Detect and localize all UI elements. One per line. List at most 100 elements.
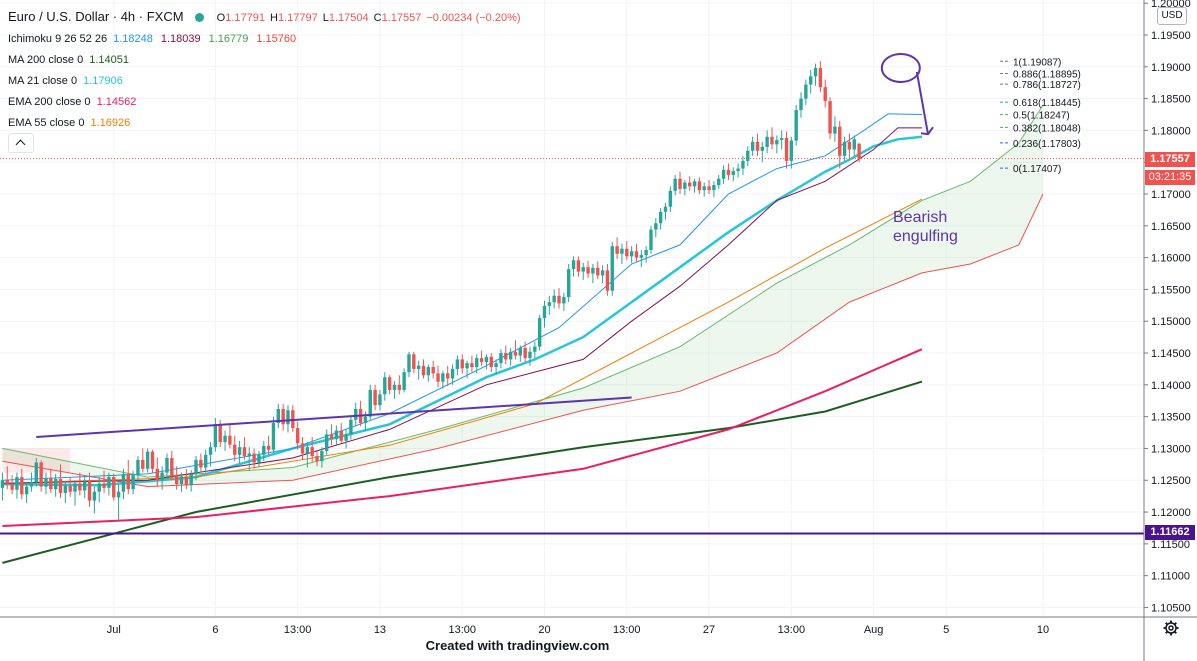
indicator-label: EMA 200 close 0 <box>8 96 91 108</box>
candle-body <box>295 428 300 444</box>
fib-level-label: 0.618(1.18445) <box>1013 98 1081 109</box>
candle-body <box>276 409 280 423</box>
candle-body <box>678 178 682 189</box>
hline-price-label: 1.11662 <box>1145 525 1195 540</box>
x-tick-label: 13:00 <box>284 624 312 636</box>
indicator-row[interactable]: EMA 200 close 0 1.14562 <box>8 92 526 113</box>
indicator-value: 1.14562 <box>96 96 137 108</box>
y-tick-label: 1.16000 <box>1151 253 1191 265</box>
candle-body <box>373 389 377 406</box>
x-tick-label: 13:00 <box>448 624 476 636</box>
candle-body <box>707 186 711 191</box>
candle-body <box>436 373 440 382</box>
ohlc-l: L1.17504 <box>322 12 369 24</box>
candle-body <box>237 447 242 455</box>
candle-body <box>658 211 663 224</box>
candle-body <box>334 430 339 439</box>
candle-body <box>789 140 794 161</box>
indicator-value: 1.18248 <box>113 33 153 45</box>
candle-body <box>416 365 421 369</box>
candle-body <box>591 267 595 274</box>
candle-body <box>600 270 605 276</box>
highlight-ellipse <box>880 52 921 83</box>
trendline <box>36 396 632 438</box>
indicator-label: MA 21 close 0 <box>8 75 78 87</box>
indicator-value: 1.15760 <box>256 33 297 45</box>
candle-body <box>174 475 179 485</box>
y-tick-label: 1.11000 <box>1151 571 1190 583</box>
gear-icon[interactable] <box>1163 620 1179 636</box>
candle-body <box>668 190 673 207</box>
candle-body <box>499 353 503 364</box>
y-tick-label: 1.19500 <box>1151 30 1191 42</box>
x-tick-label: 10 <box>1037 624 1049 636</box>
candle-body <box>383 377 387 395</box>
candle-body <box>58 478 63 493</box>
candle-body <box>126 473 130 490</box>
candle-body <box>673 178 677 191</box>
collapse-legend-button[interactable] <box>8 133 34 153</box>
candle-body <box>189 473 193 486</box>
candle-body <box>629 251 634 257</box>
y-tick-label: 1.15500 <box>1151 284 1191 296</box>
candle-body <box>634 251 639 258</box>
indicator-row[interactable]: MA 21 close 0 1.17906 <box>8 71 526 92</box>
candle-body <box>204 454 208 468</box>
candle-body <box>663 206 668 212</box>
candle-body <box>378 394 382 406</box>
arrow-head-icon <box>920 126 934 136</box>
candle-body <box>460 359 464 369</box>
candle-body <box>68 485 72 492</box>
candle-body <box>63 485 68 493</box>
candle-body <box>755 141 760 151</box>
symbol-header[interactable]: Euro / U.S. Dollar · 4h · FXCM O1.17791 H… <box>8 6 526 29</box>
watermark-text: Created with tradingview.com <box>425 638 610 653</box>
indicator-row[interactable]: MA 200 close 0 1.14051 <box>8 50 526 71</box>
candle-body <box>315 456 319 462</box>
candle-body <box>73 483 77 492</box>
candle-body <box>513 351 518 356</box>
drawing-overlays: 1(1.19087)0.886(1.18895)0.786(1.18727) 0.… <box>0 52 1144 535</box>
indicator-value: 1.16779 <box>208 33 249 45</box>
candle-body <box>387 377 392 390</box>
candle-body <box>102 483 106 488</box>
indicator-value: 1.17906 <box>83 75 123 87</box>
candle-body <box>571 260 576 270</box>
candle-body <box>809 76 813 85</box>
candle-body <box>639 255 643 258</box>
candle-body <box>455 359 460 369</box>
y-tick-label: 1.14000 <box>1151 380 1191 392</box>
candle-body <box>402 372 406 390</box>
ohlc-values: O1.17791 H1.17797 L1.17504 C1.17557 −0.00234… <box>217 12 526 24</box>
currency-badge[interactable]: USD <box>1157 7 1187 25</box>
indicator-row[interactable]: EMA 55 close 0 1.16926 <box>8 113 526 134</box>
candle-body <box>363 416 368 423</box>
candle-body <box>741 160 745 169</box>
candle-body <box>567 269 571 298</box>
candle-body <box>823 87 827 102</box>
candle-body <box>717 178 721 186</box>
x-tick-label: 13:00 <box>613 624 641 636</box>
candle-body <box>141 459 145 469</box>
y-tick-label: 1.10500 <box>1151 602 1191 614</box>
candle-body <box>116 491 121 498</box>
candle-body <box>145 451 150 469</box>
candle-body <box>184 476 189 486</box>
indicator-row[interactable]: Ichimoku 9 26 52 26 1.18248 1.18039 1.16779… <box>8 29 526 50</box>
series-line <box>2 198 923 484</box>
candle-body <box>223 435 227 443</box>
y-tick-label: 1.18500 <box>1151 94 1191 106</box>
candle-body <box>484 356 489 362</box>
candle-body <box>746 150 750 161</box>
candle-body <box>208 447 213 455</box>
candle-body <box>407 354 411 373</box>
x-tick-label: Aug <box>864 624 884 636</box>
y-tick-label: 1.19000 <box>1151 62 1191 74</box>
candle-body <box>44 478 48 487</box>
y-tick-label: 1.12000 <box>1151 507 1191 519</box>
candle-body <box>247 453 251 457</box>
candle-body <box>349 419 353 435</box>
y-tick-label: 1.11500 <box>1151 539 1190 551</box>
indicator-list: Ichimoku 9 26 52 26 1.18248 1.18039 1.16779… <box>8 29 526 134</box>
